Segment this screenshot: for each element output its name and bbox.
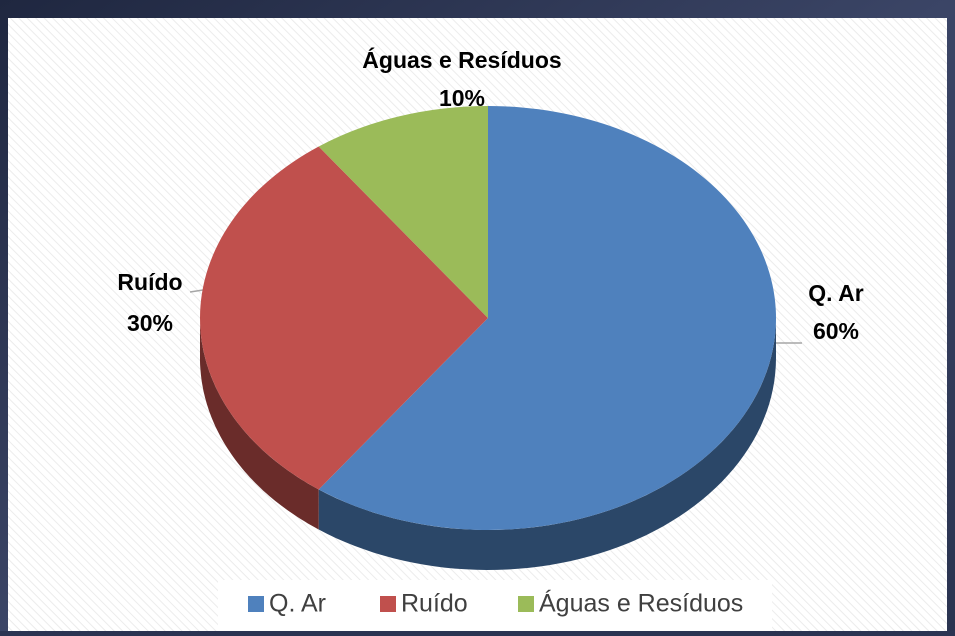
slice-label: Águas e Resíduos [362,46,561,73]
legend-label: Ruído [401,590,468,618]
legend-label: Águas e Resíduos [539,589,743,618]
slice-value-label: 60% [813,318,859,344]
pie [199,106,776,570]
legend-swatch [380,596,396,612]
legend-box [218,580,772,631]
leader-line [189,289,204,293]
slice [199,146,488,490]
slice-label: Q. Ar [808,280,863,306]
legend: Q. Ar Ruído Águas e Resíduos [248,589,743,618]
labels: Q. Ar 60% Ruído 30% Águas e Resíduos 10% [117,46,863,344]
legend-swatch [248,596,264,612]
slice [318,106,776,530]
slice-side [318,318,776,570]
legend-swatch [518,596,534,612]
slice-side [200,318,319,530]
slice-value-label: 10% [439,85,485,111]
slice-value-label: 30% [127,310,173,336]
legend-label: Q. Ar [269,590,326,618]
slice [318,106,488,318]
slice-label: Ruído [117,269,182,295]
